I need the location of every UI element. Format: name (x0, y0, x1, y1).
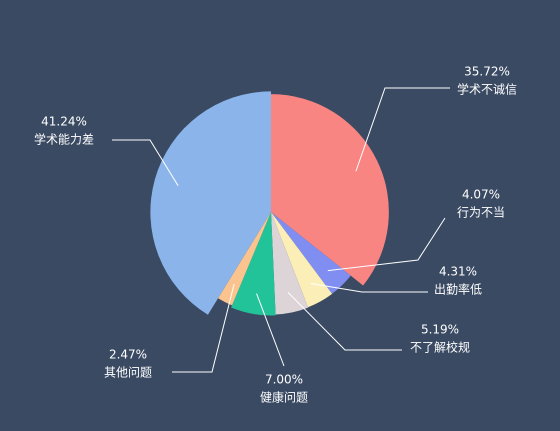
leader-line (112, 139, 179, 187)
value-label: 7.00% (265, 373, 303, 387)
pie-slice (218, 212, 271, 306)
leader-line (287, 291, 402, 351)
pie-slice (271, 212, 333, 308)
value-label: 4.07% (462, 188, 500, 202)
pie-slice (150, 91, 271, 315)
leader-line (172, 283, 235, 373)
value-label: 35.72% (464, 65, 510, 79)
value-label: 4.31% (439, 265, 477, 279)
category-label: 其他问题 (104, 366, 152, 380)
category-label: 健康问题 (260, 390, 308, 405)
value-label: 41.24% (41, 115, 87, 129)
leader-line (327, 217, 446, 272)
category-label: 不了解校规 (410, 340, 470, 355)
pie-slice (271, 94, 389, 286)
leader-line (355, 87, 450, 172)
value-label: 2.47% (109, 348, 147, 362)
value-label: 5.19% (421, 323, 459, 337)
category-label: 行为不当 (457, 206, 505, 220)
pie-slice (271, 212, 309, 315)
leader-line (256, 293, 285, 367)
category-label: 学术不诚信 (457, 82, 517, 97)
pie-slice (271, 212, 351, 294)
category-label: 学术能力差 (34, 132, 94, 147)
pie-slice (231, 212, 276, 316)
category-label: 出勤率低 (434, 282, 482, 297)
leader-line (310, 282, 428, 293)
